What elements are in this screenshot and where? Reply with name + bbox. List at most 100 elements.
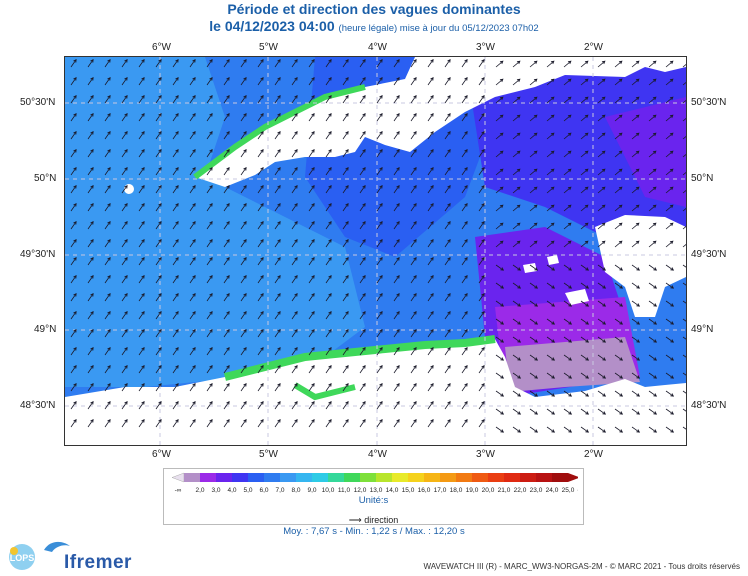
direction-arrow [70, 130, 77, 140]
direction-arrow [257, 220, 264, 230]
direction-arrow [342, 112, 349, 122]
direction-arrow [495, 150, 504, 158]
direction-arrow [70, 94, 77, 104]
direction-arrow [359, 76, 366, 86]
direction-arrow [665, 96, 674, 104]
direction-arrow [563, 408, 573, 415]
direction-arrow [138, 346, 145, 356]
wave-map[interactable] [64, 56, 687, 446]
direction-arrow [172, 148, 179, 158]
direction-arrow [240, 58, 247, 68]
direction-arrow [631, 264, 641, 271]
direction-arrow [393, 310, 400, 320]
legend-swatch [488, 473, 504, 482]
direction-arrow [427, 292, 434, 302]
direction-arrow [87, 382, 94, 392]
direction-arrow [393, 202, 400, 212]
direction-arrow [87, 202, 94, 212]
direction-arrow [529, 60, 538, 68]
legend-swatch [408, 473, 424, 482]
direction-arrow [529, 114, 538, 122]
direction-arrow [631, 372, 641, 379]
direction-arrow [104, 346, 111, 356]
direction-arrow [495, 78, 504, 86]
direction-arrow [461, 76, 468, 86]
lon-label-bottom-3w: 3°W [476, 449, 495, 460]
direction-arrow [172, 256, 179, 266]
direction-arrow [631, 186, 640, 194]
direction-arrow [308, 58, 315, 68]
direction-arrow [546, 372, 556, 379]
direction-arrow [614, 282, 624, 289]
direction-arrow [563, 390, 573, 397]
direction-arrow [240, 418, 247, 428]
lon-label-top-5w: 5°W [259, 42, 278, 53]
direction-arrow [427, 364, 434, 374]
direction-arrow [325, 382, 332, 392]
direction-arrow [512, 408, 522, 415]
direction-arrow [121, 238, 128, 248]
direction-arrow [427, 184, 434, 194]
direction-arrow [189, 184, 196, 194]
direction-arrow [478, 148, 485, 158]
direction-arrow [648, 78, 657, 86]
direction-arrow [648, 300, 658, 307]
direction-arrow [614, 222, 623, 230]
direction-arrow [291, 130, 298, 140]
direction-arrow [478, 76, 485, 86]
direction-arrow [325, 346, 332, 356]
direction-arrow [121, 274, 128, 284]
direction-arrow [682, 372, 686, 376]
direction-arrow [291, 220, 298, 230]
direction-arrow [342, 418, 349, 428]
direction-arrow [512, 222, 521, 230]
direction-arrow [274, 130, 281, 140]
legend-arrow-right [568, 473, 578, 482]
lat-label-right-50: 50°N [691, 173, 714, 184]
direction-arrow [580, 132, 589, 140]
direction-arrow [104, 202, 111, 212]
direction-arrow [580, 222, 589, 230]
direction-arrow [648, 204, 657, 212]
direction-arrow [240, 400, 247, 410]
direction-arrow [393, 382, 400, 392]
direction-arrow [342, 166, 349, 176]
direction-arrow [376, 76, 383, 86]
direction-arrow [138, 238, 145, 248]
direction-arrow [495, 318, 505, 325]
direction-arrow [138, 220, 145, 230]
direction-arrow [138, 58, 145, 68]
direction-arrow [308, 112, 315, 122]
direction-arrow [104, 166, 111, 176]
direction-arrow [495, 168, 504, 176]
direction-arrow [648, 354, 658, 361]
direction-arrow [393, 166, 400, 176]
direction-arrow [189, 76, 196, 86]
direction-arrow [291, 274, 298, 284]
direction-arrow [87, 274, 94, 284]
direction-arrow [529, 132, 538, 140]
lat-label-left-50: 50°N [34, 173, 57, 184]
direction-arrow [223, 256, 230, 266]
direction-arrow [325, 328, 332, 338]
legend-tick-label: 4,0 [227, 487, 236, 494]
direction-arrow [342, 400, 349, 410]
direction-arrow [631, 168, 640, 176]
direction-arrow [342, 184, 349, 194]
direction-arrow [410, 310, 417, 320]
direction-arrows [70, 58, 686, 433]
direction-arrow [308, 220, 315, 230]
direction-arrow [393, 76, 400, 86]
direction-arrow [648, 426, 658, 433]
legend-label-min: -∞ [175, 487, 182, 494]
direction-arrow [529, 336, 539, 343]
direction-arrow [155, 112, 162, 122]
direction-arrow [427, 112, 434, 122]
direction-arrow [665, 318, 675, 325]
direction-arrow [172, 364, 179, 374]
direction-arrow [631, 114, 640, 122]
direction-arrow [70, 310, 77, 320]
direction-arrow [87, 292, 94, 302]
direction-arrow [206, 148, 213, 158]
direction-arrow [682, 225, 686, 230]
